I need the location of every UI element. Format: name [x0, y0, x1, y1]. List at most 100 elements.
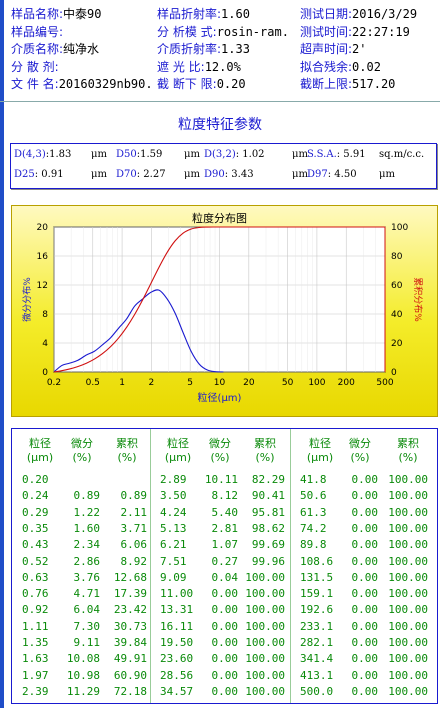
- table-header-name: 粒径: [29, 437, 51, 450]
- y-left-tick-label: 8: [42, 310, 48, 320]
- header-field: 文 件 名:20160329nb90.: [11, 76, 157, 94]
- header-field-label: 样品编号:: [11, 24, 64, 39]
- chart-ylabel-right: 累积分布%: [412, 277, 424, 322]
- table-cell: 2.81: [211, 521, 239, 535]
- table-header-unit: (%): [350, 451, 370, 464]
- table-cell: 39.84: [113, 636, 147, 649]
- table-cell: 0.76: [22, 587, 49, 601]
- x-tick-label: 2: [149, 378, 155, 388]
- param-unit: μm: [91, 149, 107, 160]
- left-edge-bar: [0, 0, 4, 708]
- y-left-tick-label: 0: [42, 368, 48, 378]
- table-cell: 1.97: [22, 668, 49, 682]
- table-cell: 74.2: [300, 521, 327, 535]
- header-field-label: 遮 光 比:: [157, 59, 205, 74]
- table-cell: 23.42: [113, 603, 147, 617]
- table-cell: 0.43: [22, 538, 49, 552]
- table-cell: 0.52: [22, 554, 49, 568]
- table-cell: 0.00: [211, 587, 239, 601]
- x-tick-label: 5: [187, 378, 193, 388]
- param-value: :1.83: [45, 149, 72, 160]
- header-field-label: 样品名称:: [11, 7, 64, 21]
- params-row: D25: 0.91 μm D70: 2.27 μm D90: 3.43 μm D97: 4.…: [11, 167, 436, 185]
- header-field-label: 测试日期:: [300, 7, 353, 21]
- table-cell: 233.1: [300, 619, 334, 633]
- table-cell: 4.24: [160, 505, 187, 519]
- header-field-label: 拟合残余:: [300, 59, 353, 74]
- table-header: 累积 (%): [388, 437, 428, 465]
- table-cell: 1.07: [211, 538, 239, 552]
- header-field: 截断上限:517.20: [300, 76, 436, 94]
- table-cell: 10.08: [66, 652, 100, 666]
- table-header-name: 累积: [116, 437, 138, 450]
- header-field: 分 析模 式:rosin-ram.: [157, 24, 300, 42]
- table-header-name: 微分: [71, 437, 93, 450]
- table-cell: 9.09: [160, 570, 187, 584]
- table-cell: 0.00: [351, 473, 379, 486]
- table-header-unit: (μm): [26, 451, 54, 464]
- table-cell: 0.00: [351, 684, 379, 698]
- sample-info-header: 样品名称:中泰90 样品折射率:1.60 测试日期:2016/3/29 样品编号: 分 …: [11, 6, 436, 94]
- param-key: D(3,2): [204, 149, 236, 160]
- table-cell: 0.00: [351, 554, 379, 568]
- table-cell: 90.41: [251, 489, 285, 503]
- header-field-label: 介质折射率:: [157, 42, 222, 57]
- table-cell: 100.00: [388, 570, 428, 584]
- table-cell: 192.6: [300, 603, 334, 617]
- header-field-value: 517.20: [352, 77, 396, 92]
- param-unit: μm: [91, 169, 107, 180]
- table-header: 累积 (%): [107, 437, 147, 465]
- table-cell: 100.00: [388, 619, 428, 633]
- series-line-cumulative: [53, 226, 385, 373]
- table-cell: 100.00: [388, 668, 428, 682]
- table-cell: 6.06: [120, 538, 148, 552]
- table-cell: 0.63: [22, 570, 49, 584]
- param-unit: μm: [184, 169, 200, 180]
- param-item: D97: 4.50 μm: [307, 169, 395, 180]
- table-cell: 100.00: [245, 603, 285, 617]
- table-cell: 10.11: [204, 473, 238, 486]
- table-cell: 8.12: [211, 489, 239, 503]
- table-cell: 100.00: [388, 636, 428, 649]
- header-row: 文 件 名:20160329nb90. 截 断下 限:0.20 截断上限:517.2…: [11, 76, 436, 94]
- header-divider: [0, 101, 440, 102]
- x-tick-label: 1: [119, 378, 125, 388]
- table-header-unit: (μm): [306, 451, 334, 464]
- table-cell: 100.00: [245, 684, 285, 698]
- table-cell: 0.00: [351, 668, 379, 682]
- table-header-name: 微分: [349, 437, 371, 450]
- table-cell: 2.89: [160, 473, 187, 486]
- param-key: D25: [14, 169, 35, 180]
- table-cell: 0.00: [351, 619, 379, 633]
- table-cell: 82.29: [251, 473, 285, 486]
- header-field-label: 分 析模 式:: [157, 24, 217, 39]
- table-group-divider: [150, 429, 151, 703]
- table-header-name: 累积: [254, 437, 276, 450]
- table-cell: 23.60: [160, 652, 194, 666]
- table-cell: 7.30: [73, 619, 101, 633]
- table-header: 粒径 (μm): [22, 437, 58, 465]
- table-cell: 72.18: [113, 684, 147, 698]
- param-value: : 2.27: [136, 169, 166, 180]
- params-row: D(4,3):1.83 μm D50:1.59 μm D(3,2): 1.02 μm S.S…: [11, 147, 436, 165]
- table-cell: 100.00: [388, 554, 428, 568]
- x-tick-label: 20: [243, 378, 255, 388]
- table-cell: 0.04: [211, 570, 239, 584]
- table-cell: 0.24: [22, 489, 49, 503]
- distribution-table: 粒径 (μm) 微分 (%) 累积 (%) 粒径 (μm) 微分 (%) 累积 (%) 粒径 (μm) 微分…: [11, 428, 438, 704]
- header-field-value: 1.33: [221, 42, 250, 57]
- x-tick-label: 100: [308, 378, 325, 388]
- header-field-value: 20160329nb90.: [58, 77, 153, 92]
- param-value: : 5.91: [336, 149, 366, 160]
- table-cell: 100.00: [245, 668, 285, 682]
- param-item: D25: 0.91 μm: [14, 169, 107, 180]
- header-field-label: 样品折射率:: [157, 7, 222, 21]
- header-field-value: 12.0%: [204, 59, 241, 74]
- table-cell: 100.00: [245, 652, 285, 666]
- param-unit: μm: [184, 149, 200, 160]
- table-cell: 1.60: [73, 521, 101, 535]
- table-cell: 0.92: [22, 603, 49, 617]
- table-header: 微分 (%): [64, 437, 100, 465]
- header-row: 分 散 剂: 遮 光 比:12.0% 拟合残余:0.02: [11, 59, 436, 77]
- table-cell: 10.98: [66, 668, 100, 682]
